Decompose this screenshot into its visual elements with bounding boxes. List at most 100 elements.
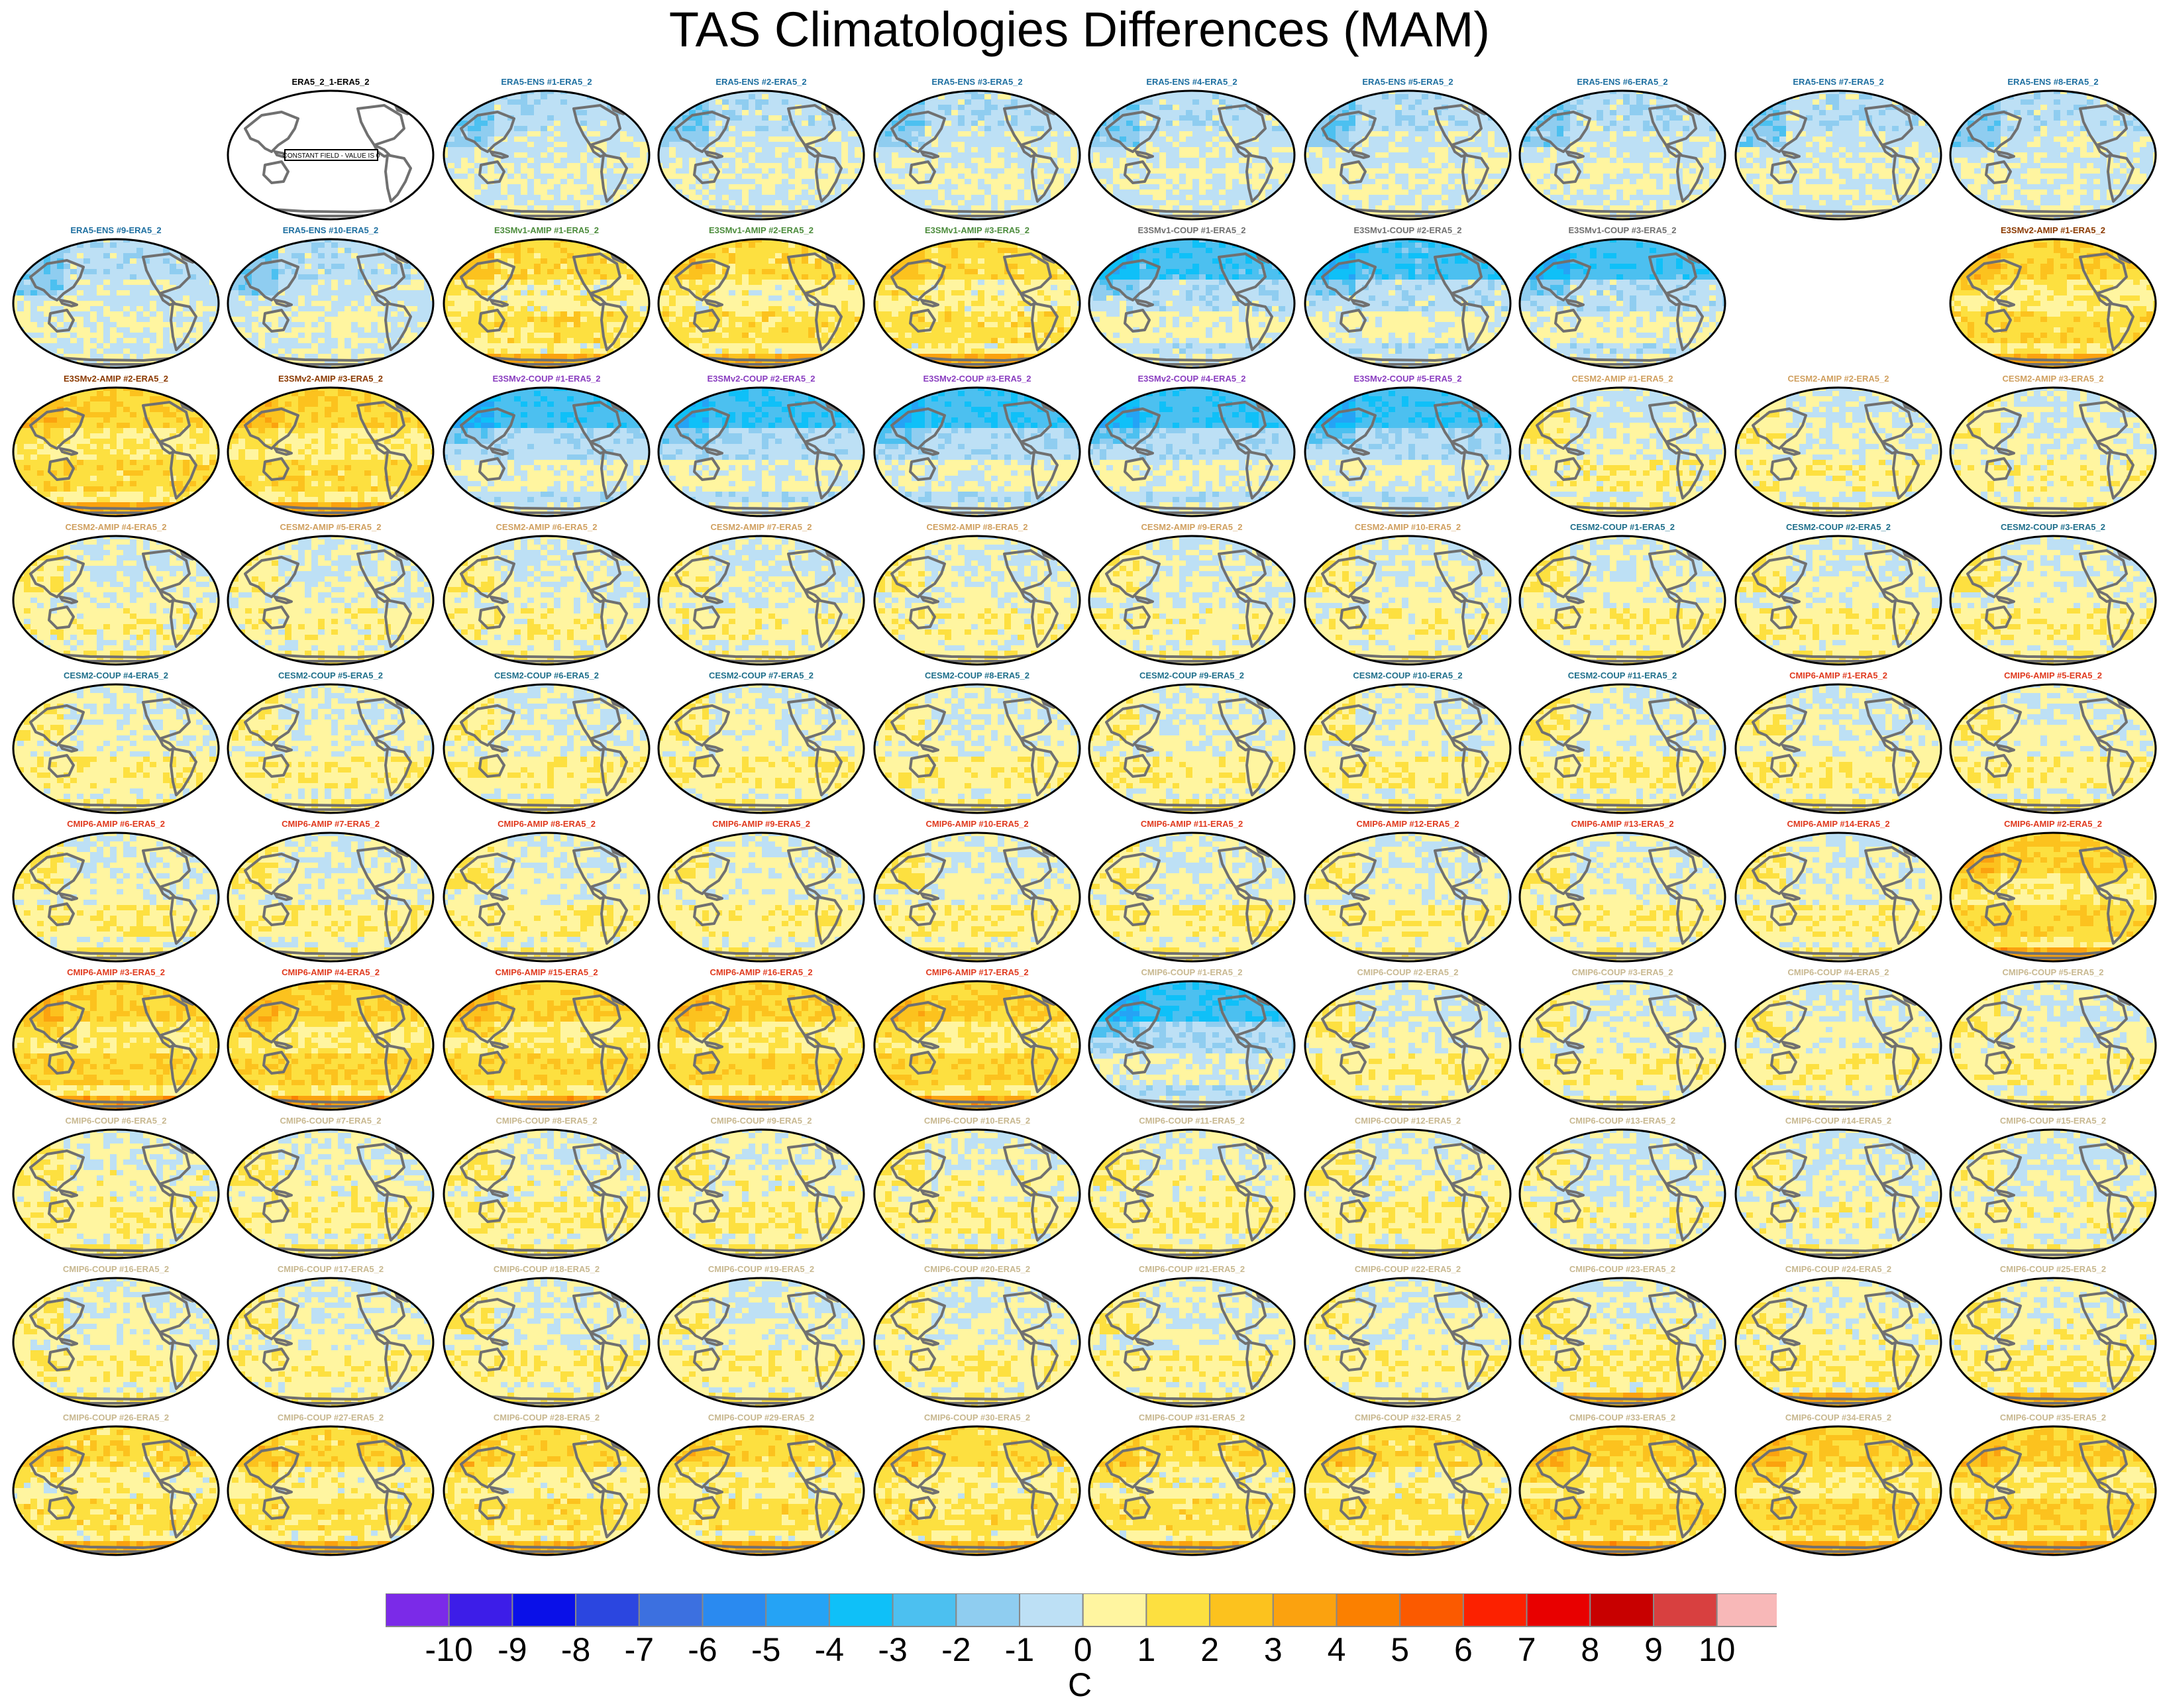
- heatmap-cell: [669, 147, 676, 153]
- heatmap-cell: [567, 205, 574, 211]
- heatmap-cell: [1011, 152, 1018, 158]
- heatmap-cell: [1630, 168, 1637, 174]
- heatmap-cell: [931, 89, 939, 95]
- heatmap-cell: [795, 189, 802, 195]
- heatmap-cell: [1362, 89, 1369, 95]
- heatmap-cell: [1722, 99, 1728, 105]
- heatmap-cell: [620, 94, 627, 100]
- heatmap-cell: [958, 184, 965, 190]
- heatmap-cell: [885, 200, 892, 206]
- heatmap-cell: [662, 152, 670, 158]
- heatmap-cell: [1577, 216, 1584, 221]
- heatmap-cell: [1232, 115, 1239, 121]
- heatmap-cell: [507, 184, 515, 190]
- heatmap-cell: [676, 184, 683, 190]
- heatmap-cell: [855, 205, 862, 211]
- heatmap-cell: [1643, 94, 1650, 100]
- heatmap-cell: [669, 105, 676, 111]
- heatmap-cell: [958, 99, 965, 105]
- heatmap-cell: [1146, 200, 1153, 206]
- heatmap-cell: [1408, 136, 1416, 142]
- heatmap-cell: [1342, 126, 1349, 132]
- heatmap-cell: [1024, 115, 1031, 121]
- heatmap-cell: [1226, 158, 1233, 164]
- heatmap-cell: [662, 158, 670, 164]
- heatmap-cell: [1245, 126, 1253, 132]
- heatmap-cell: [1550, 216, 1557, 221]
- heatmap-cell: [461, 200, 468, 206]
- heatmap-cell: [971, 205, 978, 211]
- heatmap-cell: [1455, 115, 1462, 121]
- heatmap-cell: [488, 200, 495, 206]
- heatmap-cell: [676, 94, 683, 100]
- heatmap-cell: [488, 94, 495, 100]
- heatmap-cell: [1252, 158, 1259, 164]
- heatmap-cell: [1616, 136, 1624, 142]
- heatmap-cell: [965, 200, 972, 206]
- heatmap-cell: [1557, 126, 1564, 132]
- heatmap-cell: [965, 168, 972, 174]
- heatmap-cell: [878, 189, 886, 195]
- heatmap-cell: [600, 115, 607, 121]
- heatmap-cell: [1369, 163, 1376, 169]
- heatmap-cell: [1550, 195, 1557, 201]
- heatmap-cell: [984, 110, 992, 116]
- heatmap-cell: [1259, 174, 1266, 180]
- heatmap-cell: [1355, 184, 1363, 190]
- heatmap-cell: [607, 163, 614, 169]
- heatmap-cell: [945, 105, 952, 111]
- heatmap-cell: [742, 110, 749, 116]
- panel-title: ERA5-ENS #3-ERA5_2: [872, 77, 1082, 87]
- heatmap-cell: [998, 174, 1005, 180]
- heatmap-cell: [1455, 163, 1462, 169]
- heatmap-cell: [1018, 131, 1025, 137]
- heatmap-cell: [1746, 94, 1754, 100]
- heatmap-cell: [682, 89, 690, 95]
- heatmap-cell: [1722, 131, 1728, 137]
- heatmap-cell: [1603, 168, 1610, 174]
- heatmap-cell: [1481, 152, 1489, 158]
- heatmap-cell: [1018, 184, 1025, 190]
- heatmap-cell: [1252, 184, 1259, 190]
- heatmap-cell: [1455, 195, 1462, 201]
- heatmap-cell: [1616, 158, 1624, 164]
- heatmap-cell: [534, 168, 541, 174]
- heatmap-cell: [872, 211, 879, 217]
- heatmap-cell: [984, 142, 992, 148]
- heatmap-cell: [1495, 94, 1502, 100]
- constant-field-note: CONSTANT FIELD - VALUE IS 0: [283, 152, 380, 160]
- heatmap-cell: [938, 110, 945, 116]
- heatmap-cell: [1643, 121, 1650, 127]
- heatmap-cell: [1508, 179, 1513, 185]
- heatmap-cell: [918, 121, 925, 127]
- heatmap-cell: [560, 115, 568, 121]
- heatmap-cell: [1086, 205, 1094, 211]
- heatmap-cell: [1375, 94, 1383, 100]
- heatmap-cell: [1159, 147, 1167, 153]
- heatmap-cell: [600, 94, 607, 100]
- heatmap-cell: [892, 99, 899, 105]
- heatmap-cell: [607, 168, 614, 174]
- heatmap-cell: [1669, 216, 1677, 221]
- heatmap-cell: [1018, 121, 1025, 127]
- heatmap-cell: [669, 142, 676, 148]
- heatmap-cell: [682, 211, 690, 217]
- heatmap-cell: [1442, 158, 1449, 164]
- heatmap-cell: [762, 121, 769, 127]
- heatmap-cell: [835, 105, 842, 111]
- heatmap-cell: [802, 131, 809, 137]
- heatmap-cell: [762, 205, 769, 211]
- heatmap-cell: [1563, 174, 1571, 180]
- heatmap-cell: [1113, 179, 1120, 185]
- heatmap-cell: [1740, 105, 1747, 111]
- heatmap-cell: [1716, 110, 1723, 116]
- heatmap-cell: [848, 168, 855, 174]
- heatmap-cell: [1650, 205, 1657, 211]
- heatmap-cell: [574, 174, 581, 180]
- heatmap-cell: [898, 216, 906, 221]
- heatmap-cell: [1415, 110, 1422, 116]
- heatmap-cell: [918, 216, 925, 221]
- heatmap-cell: [775, 131, 782, 137]
- heatmap-cell: [1316, 152, 1323, 158]
- heatmap-cell: [1402, 115, 1409, 121]
